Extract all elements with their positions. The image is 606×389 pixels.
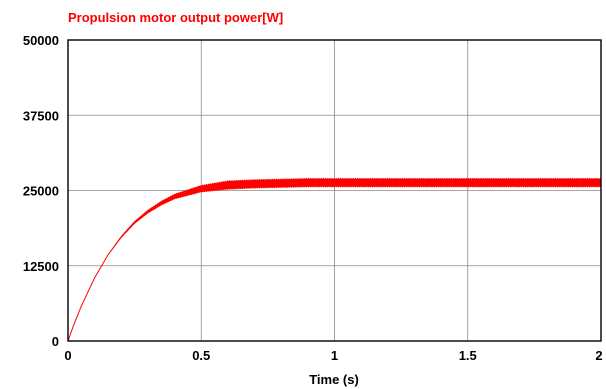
grid-lines	[68, 40, 601, 341]
y-tick-label: 37500	[23, 108, 59, 123]
chart-title: Propulsion motor output power[W]	[68, 10, 283, 25]
x-tick-label: 0.5	[192, 348, 210, 363]
x-axis-label: Time (s)	[309, 372, 359, 387]
y-tick-label: 25000	[23, 184, 59, 199]
x-tick-label: 1.5	[459, 348, 477, 363]
y-tick-labels: 0 12500 25000 37500 50000	[23, 33, 59, 349]
y-tick-label: 50000	[23, 33, 59, 48]
y-tick-label: 12500	[23, 259, 59, 274]
y-tick-label: 0	[52, 334, 59, 349]
x-tick-label: 1	[331, 348, 338, 363]
plot-frame	[67, 39, 602, 342]
x-tick-label: 2	[595, 348, 602, 363]
x-tick-label: 0	[64, 348, 71, 363]
series-line	[67, 177, 602, 342]
x-tick-labels: 0 0.5 1 1.5 2	[64, 348, 602, 363]
